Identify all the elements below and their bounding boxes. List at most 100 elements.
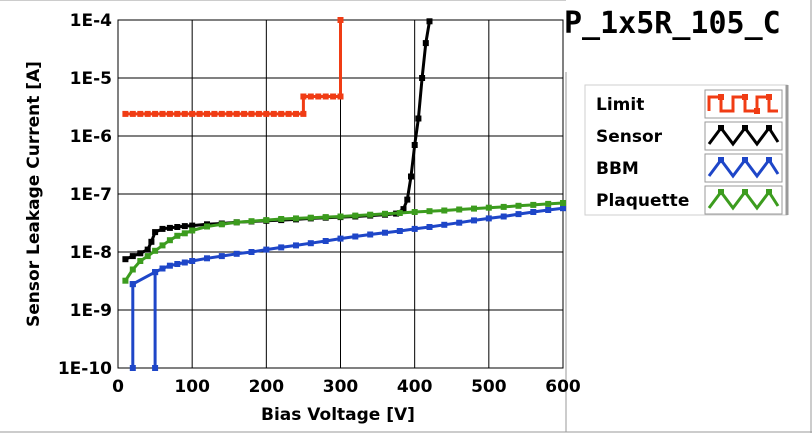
data-point-sensor — [166, 224, 173, 231]
data-point-limit — [293, 110, 299, 117]
data-point-sensor — [189, 222, 196, 229]
data-point-sensor — [174, 224, 181, 230]
data-point-bbm — [352, 233, 359, 240]
data-point-sensor — [129, 253, 136, 260]
data-point-limit — [159, 110, 166, 117]
y-axis-title: Sensor Leakage Current [A] — [24, 61, 44, 327]
legend-label-sensor: Sensor — [596, 127, 663, 147]
y-tick-label: 1E-7 — [70, 185, 112, 205]
data-point-plaquette — [218, 221, 225, 228]
data-point-plaquette — [456, 206, 463, 213]
data-point-sensor — [422, 40, 429, 47]
legend-label-bbm: BBM — [596, 159, 639, 179]
legend-marker-bbm — [718, 157, 724, 163]
y-tick-label: 1E-6 — [70, 127, 112, 147]
series-bbm — [129, 205, 566, 371]
data-point-limit — [315, 93, 322, 100]
data-point-limit — [218, 110, 225, 117]
data-point-limit — [189, 110, 196, 117]
data-point-plaquette — [530, 201, 537, 208]
y-tick-label: 1E-9 — [70, 301, 112, 321]
data-point-sensor — [122, 256, 129, 263]
legend-marker-limit — [754, 108, 760, 114]
data-point-limit — [241, 110, 248, 117]
legend-marker-plaquette — [742, 189, 748, 195]
data-point-sensor — [426, 18, 433, 25]
data-point-limit — [166, 110, 173, 117]
data-point-bbm — [411, 225, 418, 232]
data-point-limit — [129, 110, 136, 117]
chart-title: P_1x5R_105_C — [564, 6, 781, 41]
y-tick-label: 1E-4 — [70, 11, 112, 31]
data-point-plaquette — [248, 218, 255, 225]
data-point-plaquette — [204, 223, 210, 230]
data-point-bbm — [322, 238, 329, 244]
legend-item-bbm: BBM — [596, 153, 783, 183]
data-point-limit — [233, 110, 240, 117]
data-point-limit — [307, 93, 314, 100]
data-point-plaquette — [144, 253, 151, 260]
data-point-bbm — [129, 281, 136, 288]
data-point-bbm — [456, 219, 463, 226]
data-point-plaquette — [293, 215, 299, 222]
data-point-limit — [255, 110, 262, 117]
series-limit — [122, 17, 344, 117]
data-point-plaquette — [181, 230, 188, 237]
data-point-plaquette — [500, 203, 507, 210]
data-point-plaquette — [122, 277, 129, 284]
data-point-bbm — [166, 262, 173, 269]
legend-label-plaquette: Plaquette — [596, 191, 689, 211]
x-tick-label: 300 — [323, 377, 359, 397]
data-point-bbm — [129, 365, 136, 371]
data-point-bbm — [426, 224, 433, 230]
data-point-plaquette — [411, 209, 418, 215]
data-point-bbm — [293, 242, 299, 249]
data-point-bbm — [307, 240, 314, 247]
data-point-limit — [204, 110, 210, 117]
data-point-plaquette — [152, 247, 159, 254]
data-point-limit — [181, 110, 188, 117]
data-point-bbm — [152, 365, 159, 371]
data-point-bbm — [152, 269, 159, 276]
data-point-plaquette — [515, 202, 522, 209]
data-point-plaquette — [166, 237, 173, 244]
data-point-limit — [285, 110, 292, 117]
data-point-limit — [211, 110, 218, 117]
data-point-bbm — [515, 211, 522, 218]
data-point-plaquette — [471, 205, 477, 212]
y-tick-label: 1E-5 — [70, 69, 112, 89]
y-axis-ticks: 1E-10 1E-9 1E-8 1E-7 1E-6 1E-5 1E-4 — [58, 11, 112, 379]
data-point-limit — [226, 110, 233, 117]
data-point-bbm — [233, 250, 240, 257]
data-point-sensor — [404, 196, 411, 203]
data-point-plaquette — [545, 200, 552, 207]
data-point-bbm — [441, 221, 448, 228]
legend-item-sensor: Sensor — [596, 121, 783, 151]
legend-item-limit: Limit — [596, 89, 783, 119]
data-point-plaquette — [278, 216, 285, 222]
data-point-bbm — [174, 261, 181, 267]
data-point-sensor — [408, 173, 414, 180]
data-point-bbm — [396, 228, 403, 234]
data-point-limit — [337, 17, 344, 23]
legend-marker-plaquette — [766, 189, 772, 195]
data-point-plaquette — [129, 266, 136, 273]
data-point-bbm — [204, 255, 210, 262]
data-point-plaquette — [382, 210, 388, 217]
data-point-plaquette — [307, 214, 314, 221]
x-tick-label: 200 — [249, 377, 285, 397]
data-point-plaquette — [263, 217, 270, 224]
data-point-plaquette — [560, 200, 566, 206]
x-tick-label: 0 — [112, 377, 124, 397]
legend-label-limit: Limit — [596, 95, 644, 115]
x-tick-label: 500 — [471, 377, 507, 397]
data-point-bbm — [218, 253, 225, 260]
data-point-bbm — [181, 259, 188, 266]
x-tick-label: 100 — [174, 377, 210, 397]
legend-marker-limit — [766, 94, 772, 100]
data-point-plaquette — [233, 219, 240, 226]
legend: Limit Sensor BBM Plaquette — [584, 84, 789, 216]
x-tick-label: 600 — [545, 377, 581, 397]
x-tick-label: 400 — [397, 377, 433, 397]
data-point-plaquette — [396, 210, 403, 216]
